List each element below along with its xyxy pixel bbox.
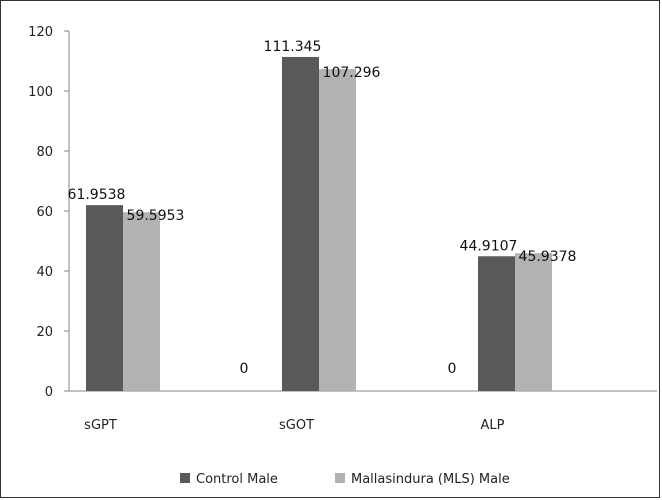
y-tick-label: 40 [36, 265, 53, 280]
bar-sgot-series-2 [319, 69, 356, 391]
category-label: sGPT [84, 418, 117, 433]
legend-label: Mallasindura (MLS) Male [351, 472, 510, 487]
y-tick-label: 100 [28, 85, 53, 100]
legend-label: Control Male [196, 472, 278, 487]
bar-alp-series-2 [515, 253, 552, 391]
y-tick-label: 80 [36, 145, 53, 160]
data-label: 44.9107 [460, 238, 518, 254]
y-tick-label: 120 [28, 25, 53, 40]
y-tick-label: 0 [45, 385, 53, 400]
data-label: 61.9538 [68, 187, 126, 203]
legend-swatch-1 [180, 473, 190, 483]
bar-alp-series-1 [478, 256, 515, 391]
bar-sgpt-series-2 [123, 212, 160, 391]
category-label: ALP [481, 418, 505, 433]
data-label: 107.296 [323, 65, 381, 81]
y-tick-label: 60 [36, 205, 53, 220]
legend: Control Male Mallasindura (MLS) Male [180, 472, 510, 487]
zero-label: 0 [240, 361, 249, 377]
category-labels: sGPT sGOT ALP [84, 418, 504, 433]
data-label: 111.345 [264, 39, 322, 55]
zero-label: 0 [448, 361, 457, 377]
data-label: 45.9378 [519, 249, 577, 265]
bar-sgpt-series-1 [86, 205, 123, 391]
data-label: 59.5953 [127, 208, 185, 224]
legend-swatch-2 [335, 473, 345, 483]
y-ticks: 0 20 40 60 80 100 120 [28, 25, 69, 400]
y-tick-label: 20 [36, 325, 53, 340]
category-label: sGOT [279, 418, 314, 433]
bars [86, 56, 552, 392]
bar-sgot-series-1 [282, 56, 319, 392]
